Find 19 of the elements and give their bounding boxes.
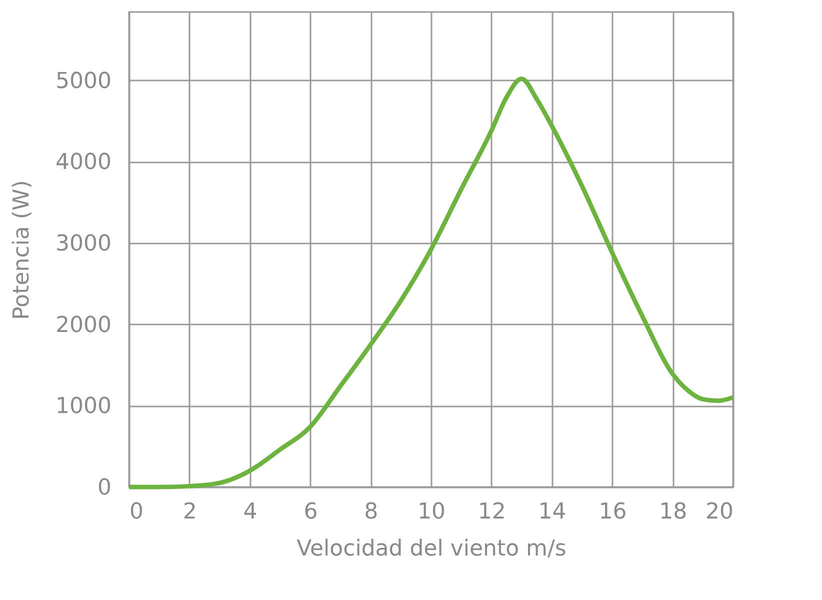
y-tick-label: 0 bbox=[98, 476, 112, 500]
x-tick-label: 16 bbox=[598, 500, 627, 524]
x-tick-label: 0 bbox=[130, 500, 144, 524]
x-tick-label: 4 bbox=[243, 500, 258, 524]
x-tick-label: 18 bbox=[659, 500, 688, 524]
x-axis-title: Velocidad del viento m/s bbox=[296, 536, 566, 562]
x-tick-label: 6 bbox=[304, 500, 318, 524]
x-tick-label: 12 bbox=[478, 500, 506, 524]
y-axis-title: Potencia (W) bbox=[10, 180, 35, 320]
x-tick-label: 8 bbox=[364, 500, 378, 524]
x-tick-label: 10 bbox=[418, 500, 446, 524]
x-tick-label: 20 bbox=[706, 500, 734, 524]
y-tick-label: 3000 bbox=[56, 231, 112, 256]
x-tick-label: 14 bbox=[538, 500, 566, 524]
y-tick-label: 1000 bbox=[56, 394, 112, 420]
y-tick-label: 4000 bbox=[56, 150, 112, 176]
y-tick-label: 5000 bbox=[56, 68, 112, 94]
x-tick-label: 2 bbox=[182, 500, 197, 524]
y-tick-label: 2000 bbox=[56, 312, 112, 338]
